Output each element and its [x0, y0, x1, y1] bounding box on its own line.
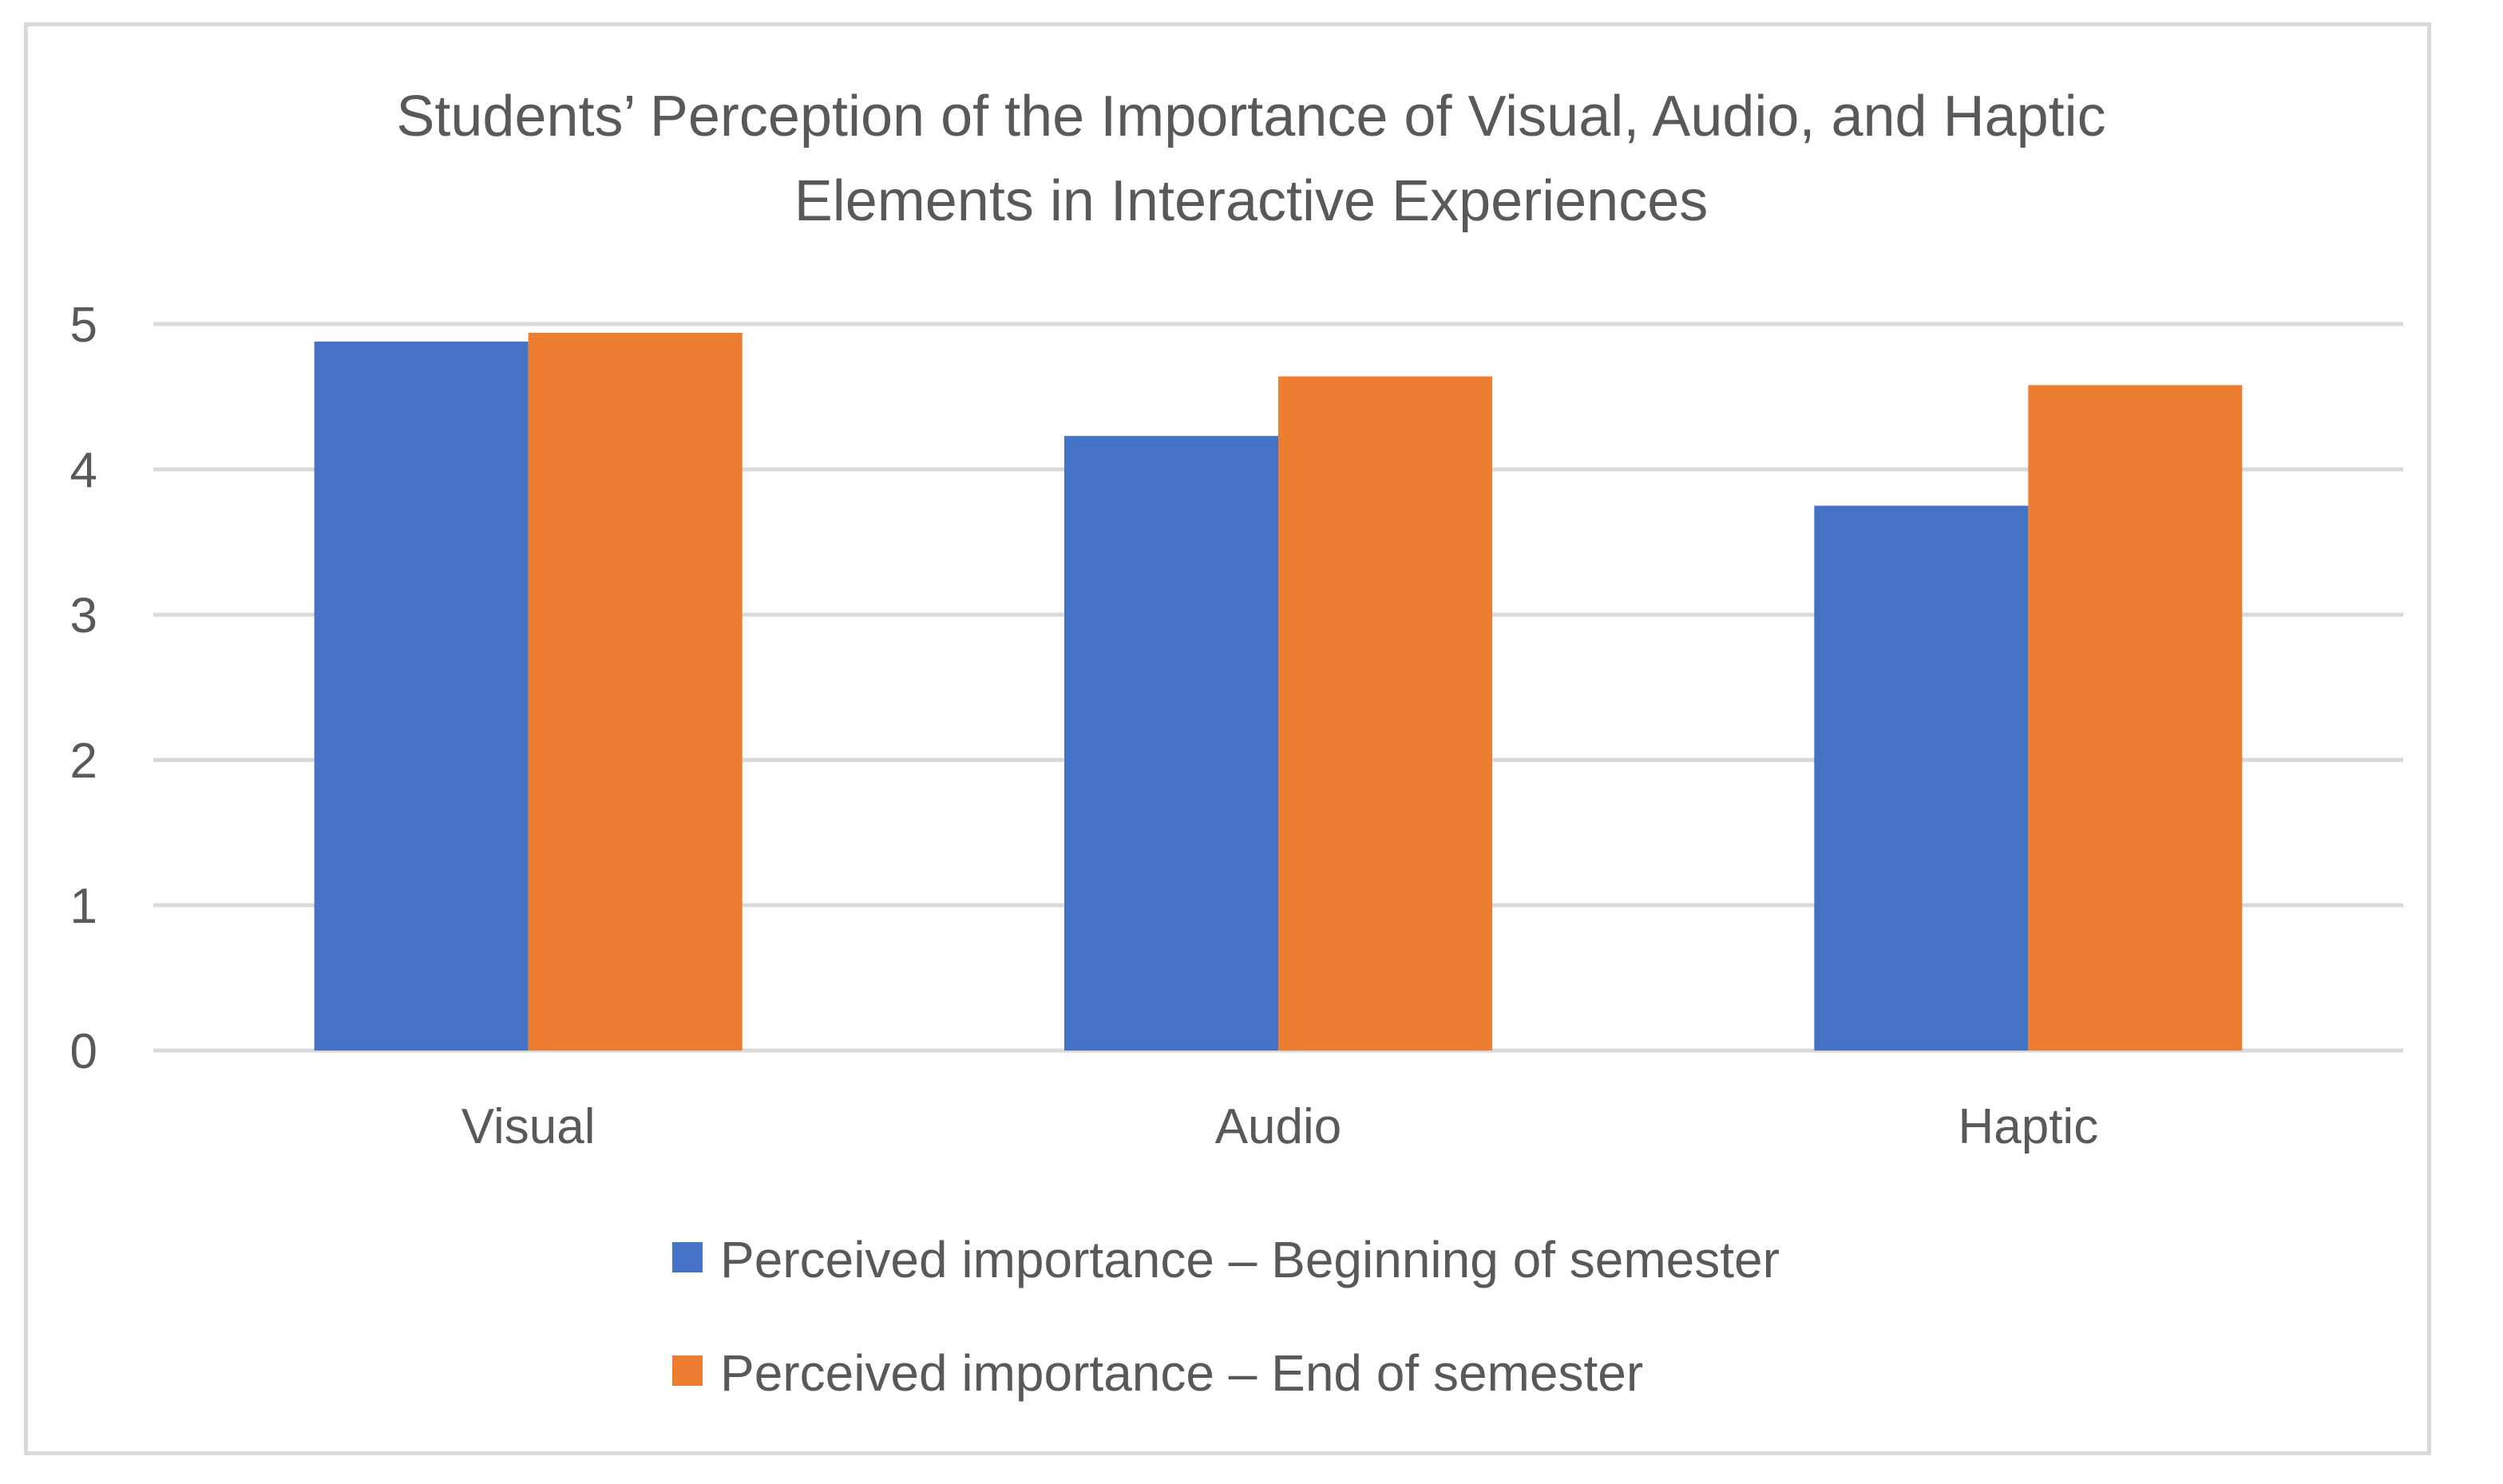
bar-audio-series-0 [1064, 436, 1278, 1051]
y-tick-label-4: 4 [70, 443, 97, 498]
y-tick-label-5: 5 [70, 298, 97, 353]
y-tick-label-1: 1 [70, 879, 97, 934]
bar-visual-series-1 [528, 332, 743, 1051]
bar-haptic-series-0 [1814, 505, 2029, 1051]
legend-label-beginning: Perceived importance – Beginning of seme… [720, 1231, 1780, 1288]
y-tick-label-3: 3 [70, 588, 97, 643]
chart-title: Students’ Perception of the Importance o… [396, 85, 2105, 233]
y-axis-tick-labels: 0 1 2 3 4 5 [70, 298, 97, 1079]
legend-swatch-end [672, 1355, 703, 1386]
legend-label-end: Perceived importance – End of semester [720, 1344, 1643, 1402]
y-tick-label-2: 2 [70, 734, 97, 789]
x-tick-label-haptic: Haptic [1958, 1099, 2098, 1154]
bar-visual-series-0 [314, 341, 529, 1051]
bar-audio-series-1 [1278, 376, 1492, 1051]
y-tick-label-0: 0 [70, 1024, 97, 1079]
chart-title-line-1: Students’ Perception of the Importance o… [396, 85, 2105, 148]
legend: Perceived importance – Beginning of seme… [672, 1231, 1780, 1402]
x-axis-tick-labels: Visual Audio Haptic [461, 1099, 2098, 1154]
bars [314, 332, 2243, 1051]
x-tick-label-audio: Audio [1215, 1099, 1342, 1154]
legend-swatch-beginning [672, 1242, 703, 1272]
x-tick-label-visual: Visual [461, 1099, 596, 1154]
bar-haptic-series-1 [2028, 385, 2243, 1051]
chart-title-line-2: Elements in Interactive Experiences [794, 169, 1709, 233]
